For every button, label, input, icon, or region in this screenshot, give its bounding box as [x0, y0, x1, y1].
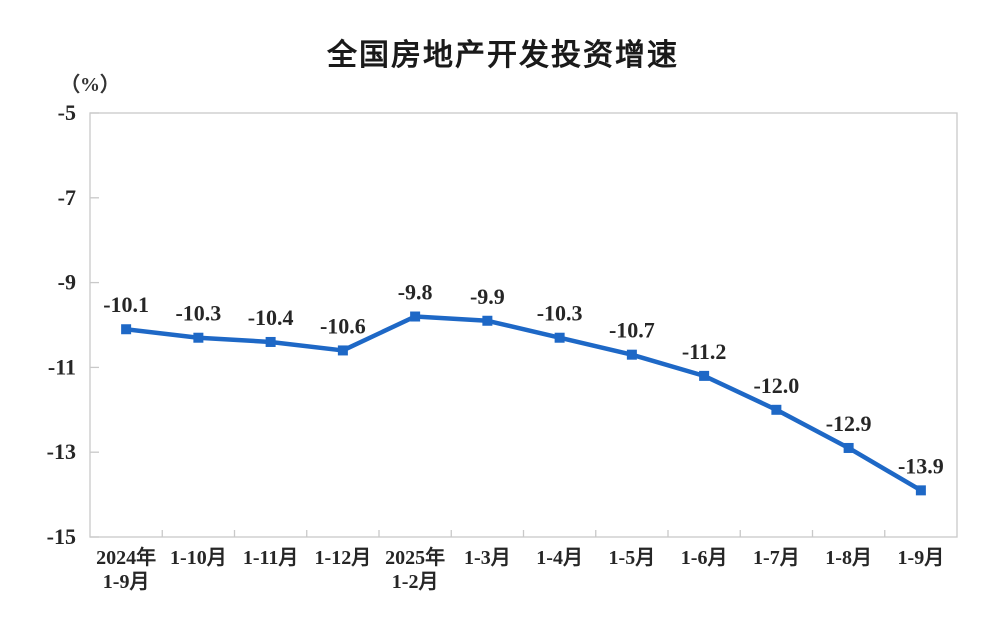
data-point-marker: [410, 311, 421, 322]
data-point-label: -10.1: [103, 292, 149, 317]
data-point-marker: [699, 370, 710, 381]
x-axis-category-label: 1-4月: [536, 547, 583, 569]
x-axis-category-label: 1-5月: [609, 547, 656, 569]
data-point-marker: [121, 324, 132, 335]
data-point-marker: [482, 315, 493, 326]
x-axis-category-label: 1-9月: [898, 547, 945, 569]
data-point-marker: [626, 349, 637, 360]
y-axis-tick-label: -7: [58, 185, 76, 210]
x-axis-category-label: 2024年 1-9月: [96, 545, 156, 593]
data-point-label: -10.3: [537, 301, 583, 326]
data-point-marker: [554, 332, 565, 343]
x-axis-category-label: 1-12月: [315, 547, 372, 569]
data-point-label: -10.3: [175, 301, 221, 326]
data-point-label: -12.0: [753, 373, 799, 398]
data-point-label: -9.9: [470, 284, 505, 309]
y-axis-tick-label: -9: [58, 270, 76, 295]
data-point-label: -11.2: [682, 339, 727, 364]
data-point-marker: [265, 336, 276, 347]
y-axis-tick-label: -5: [58, 100, 76, 125]
x-axis-category-label: 1-7月: [753, 547, 800, 569]
x-axis-category-label: 1-6月: [681, 547, 728, 569]
data-point-marker: [771, 404, 782, 415]
data-point-label: -10.4: [248, 305, 294, 330]
data-point-marker: [337, 345, 348, 356]
x-axis-category-label: 1-8月: [825, 547, 872, 569]
y-axis-tick-label: -11: [48, 354, 76, 379]
data-point-label: -10.7: [609, 318, 655, 343]
y-axis-tick-label: -15: [47, 524, 76, 549]
x-axis-category-label: 1-10月: [170, 547, 227, 569]
data-point-label: -9.8: [398, 280, 433, 305]
data-point-label: -12.9: [826, 411, 872, 436]
y-axis-unit-label: （%）: [60, 74, 120, 96]
x-axis-category-label: 2025年 1-2月: [385, 545, 445, 593]
chart-title: 全国房地产开发投资增速: [327, 39, 679, 72]
data-point-label: -10.6: [320, 313, 366, 338]
data-point-marker: [843, 442, 854, 453]
data-point-marker: [193, 332, 204, 343]
data-point-marker: [915, 485, 926, 496]
data-point-label: -13.9: [898, 453, 944, 478]
y-axis-tick-label: -13: [47, 439, 76, 464]
x-axis-category-label: 1-11月: [243, 547, 299, 569]
x-axis-category-label: 1-3月: [464, 547, 511, 569]
data-line: [123, 314, 924, 493]
